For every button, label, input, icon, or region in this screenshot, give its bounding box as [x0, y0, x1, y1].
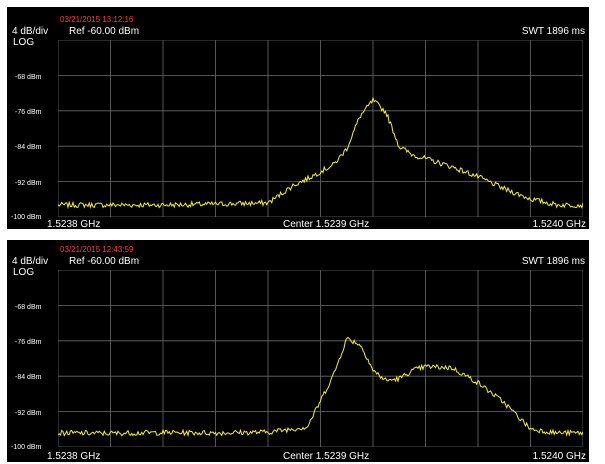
timestamp: 03/21/2015 13:12:16 — [60, 15, 134, 24]
y-tick-label: -84 dBm — [15, 144, 42, 151]
y-tick-label: -100 dBm — [11, 444, 42, 451]
center-frequency-label: Center 1.5239 GHz — [283, 451, 370, 462]
spectrum-panel-bottom: 03/21/2015 12:43:59 4 dB/div Ref -60.00 … — [7, 240, 589, 462]
spectrum-panel-top: 03/21/2015 13:12:16 4 dB/div Ref -60.00 … — [7, 7, 589, 230]
y-tick-label: -68 dBm — [15, 304, 42, 311]
log-mode-label: LOG — [13, 37, 35, 48]
ref-level-label: Ref -60.00 dBm — [69, 256, 140, 267]
timestamp: 03/21/2015 12:43:59 — [60, 245, 134, 254]
y-tick-label: -100 dBm — [11, 214, 42, 221]
y-tick-label: -76 dBm — [15, 339, 42, 346]
spectrum-trace — [58, 336, 583, 437]
spectrum-trace — [58, 96, 583, 210]
y-tick-label: -92 dBm — [15, 410, 42, 417]
log-mode-label: LOG — [13, 267, 35, 278]
stop-frequency-label: 1.5240 GHz — [532, 451, 586, 462]
start-frequency-label: 1.5238 GHz — [47, 219, 101, 230]
sweep-time-label: SWT 1896 ms — [521, 256, 585, 267]
grid — [58, 270, 583, 447]
ref-level-label: Ref -60.00 dBm — [69, 26, 140, 37]
y-tick-label: -68 dBm — [15, 74, 42, 81]
stop-frequency-label: 1.5240 GHz — [532, 219, 586, 230]
y-tick-label: -76 dBm — [15, 109, 42, 116]
grid — [58, 40, 583, 217]
start-frequency-label: 1.5238 GHz — [47, 451, 101, 462]
y-tick-label: -92 dBm — [15, 180, 42, 187]
scale-label: 4 dB/div — [12, 26, 49, 37]
center-frequency-label: Center 1.5239 GHz — [283, 219, 370, 230]
sweep-time-label: SWT 1896 ms — [521, 26, 585, 37]
y-tick-label: -84 dBm — [15, 374, 42, 381]
spectrum-plot — [58, 270, 583, 447]
spectrum-plot — [58, 40, 583, 217]
scale-label: 4 dB/div — [12, 256, 49, 267]
